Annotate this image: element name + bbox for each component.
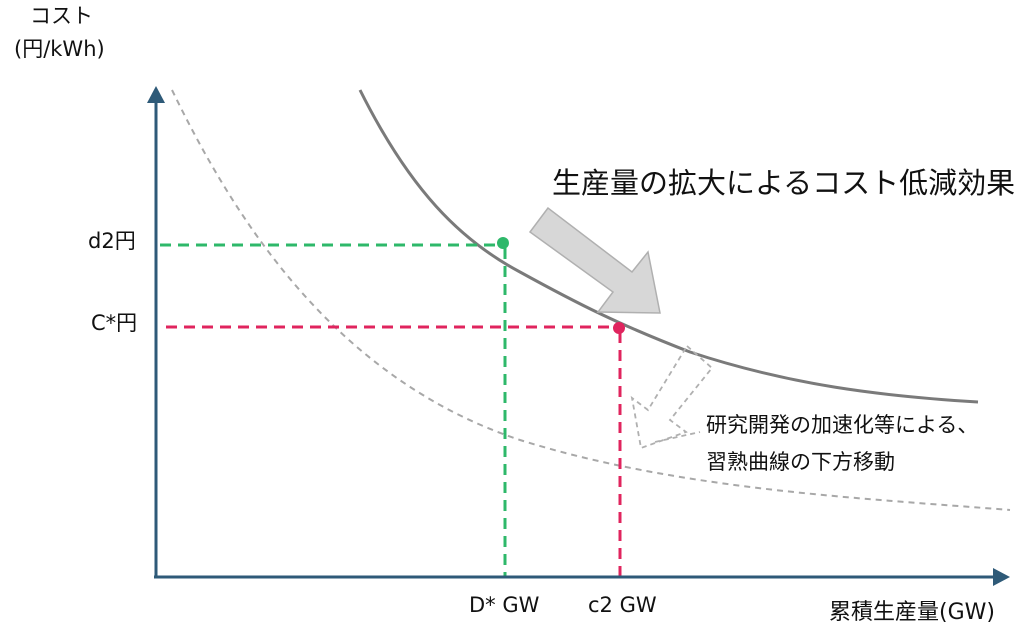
d2-cost-label: d2円 bbox=[88, 229, 136, 253]
d-star-gw-label: D* GW bbox=[469, 593, 540, 617]
shifted-learning-curve bbox=[171, 89, 1011, 511]
curve-shift-arrow bbox=[630, 344, 714, 450]
y-axis-arrowhead bbox=[147, 86, 165, 103]
y-axis-label-unit: (円/kWh) bbox=[14, 37, 105, 61]
c-star-point bbox=[613, 322, 625, 334]
y-axis-label-cost: コスト bbox=[30, 4, 93, 28]
scale-effect-label: 生産量の拡大によるコスト低減効果 bbox=[552, 166, 1016, 200]
x-axis-label: 累積生産量(GW) bbox=[829, 600, 995, 625]
c2-gw-label: c2 GW bbox=[588, 593, 657, 617]
d2-point bbox=[497, 237, 509, 249]
c-star-cost-label: C*円 bbox=[91, 311, 138, 335]
scale-effect-arrow bbox=[528, 206, 661, 314]
x-axis-arrowhead bbox=[993, 568, 1010, 586]
curve-shift-callout-line bbox=[654, 431, 701, 443]
rnd-effect-label-line2: 習熟曲線の下方移動 bbox=[706, 450, 895, 474]
learning-curve bbox=[358, 89, 979, 404]
rnd-effect-label-line1: 研究開発の加速化等による、 bbox=[706, 413, 979, 437]
